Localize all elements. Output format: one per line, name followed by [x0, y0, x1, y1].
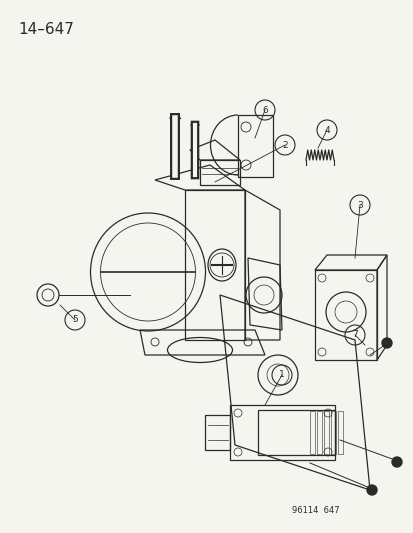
Text: 96114  647: 96114 647 — [291, 506, 339, 515]
Text: 1: 1 — [278, 370, 284, 379]
Text: 3: 3 — [356, 200, 362, 209]
Text: 14–647: 14–647 — [18, 22, 74, 37]
Text: 7: 7 — [351, 330, 357, 340]
Bar — [316, 411, 321, 454]
Circle shape — [381, 338, 391, 348]
Bar — [323, 411, 328, 454]
Ellipse shape — [190, 124, 199, 126]
Ellipse shape — [170, 116, 180, 120]
Bar — [337, 411, 342, 454]
Text: 4: 4 — [323, 125, 329, 134]
Text: 5: 5 — [72, 316, 78, 325]
Bar — [309, 411, 314, 454]
Circle shape — [366, 485, 376, 495]
Bar — [330, 411, 335, 454]
Text: 6: 6 — [261, 106, 267, 115]
Circle shape — [391, 457, 401, 467]
Text: 2: 2 — [282, 141, 287, 149]
